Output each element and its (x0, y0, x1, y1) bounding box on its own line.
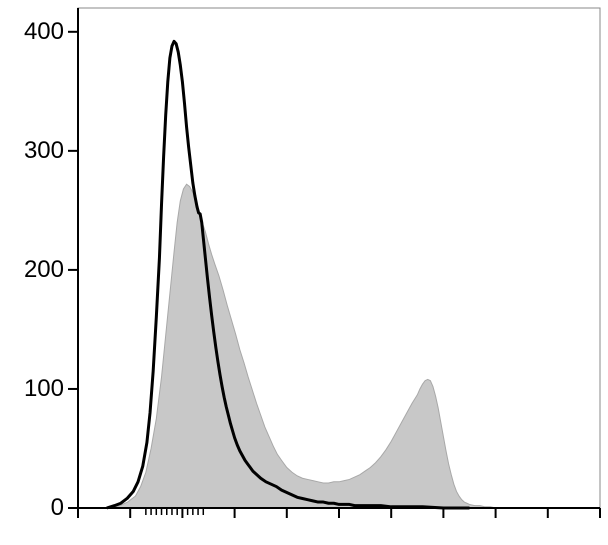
ytick-label: 100 (24, 377, 64, 401)
ytick-label: 200 (24, 258, 64, 282)
flow-cytometry-histogram: 0 100 200 300 400 (0, 0, 608, 545)
ytick-label: 300 (24, 139, 64, 163)
ytick-label: 400 (24, 20, 64, 44)
filled-histogram (109, 184, 495, 508)
chart-svg (0, 0, 608, 545)
ytick-label: 0 (51, 496, 64, 520)
